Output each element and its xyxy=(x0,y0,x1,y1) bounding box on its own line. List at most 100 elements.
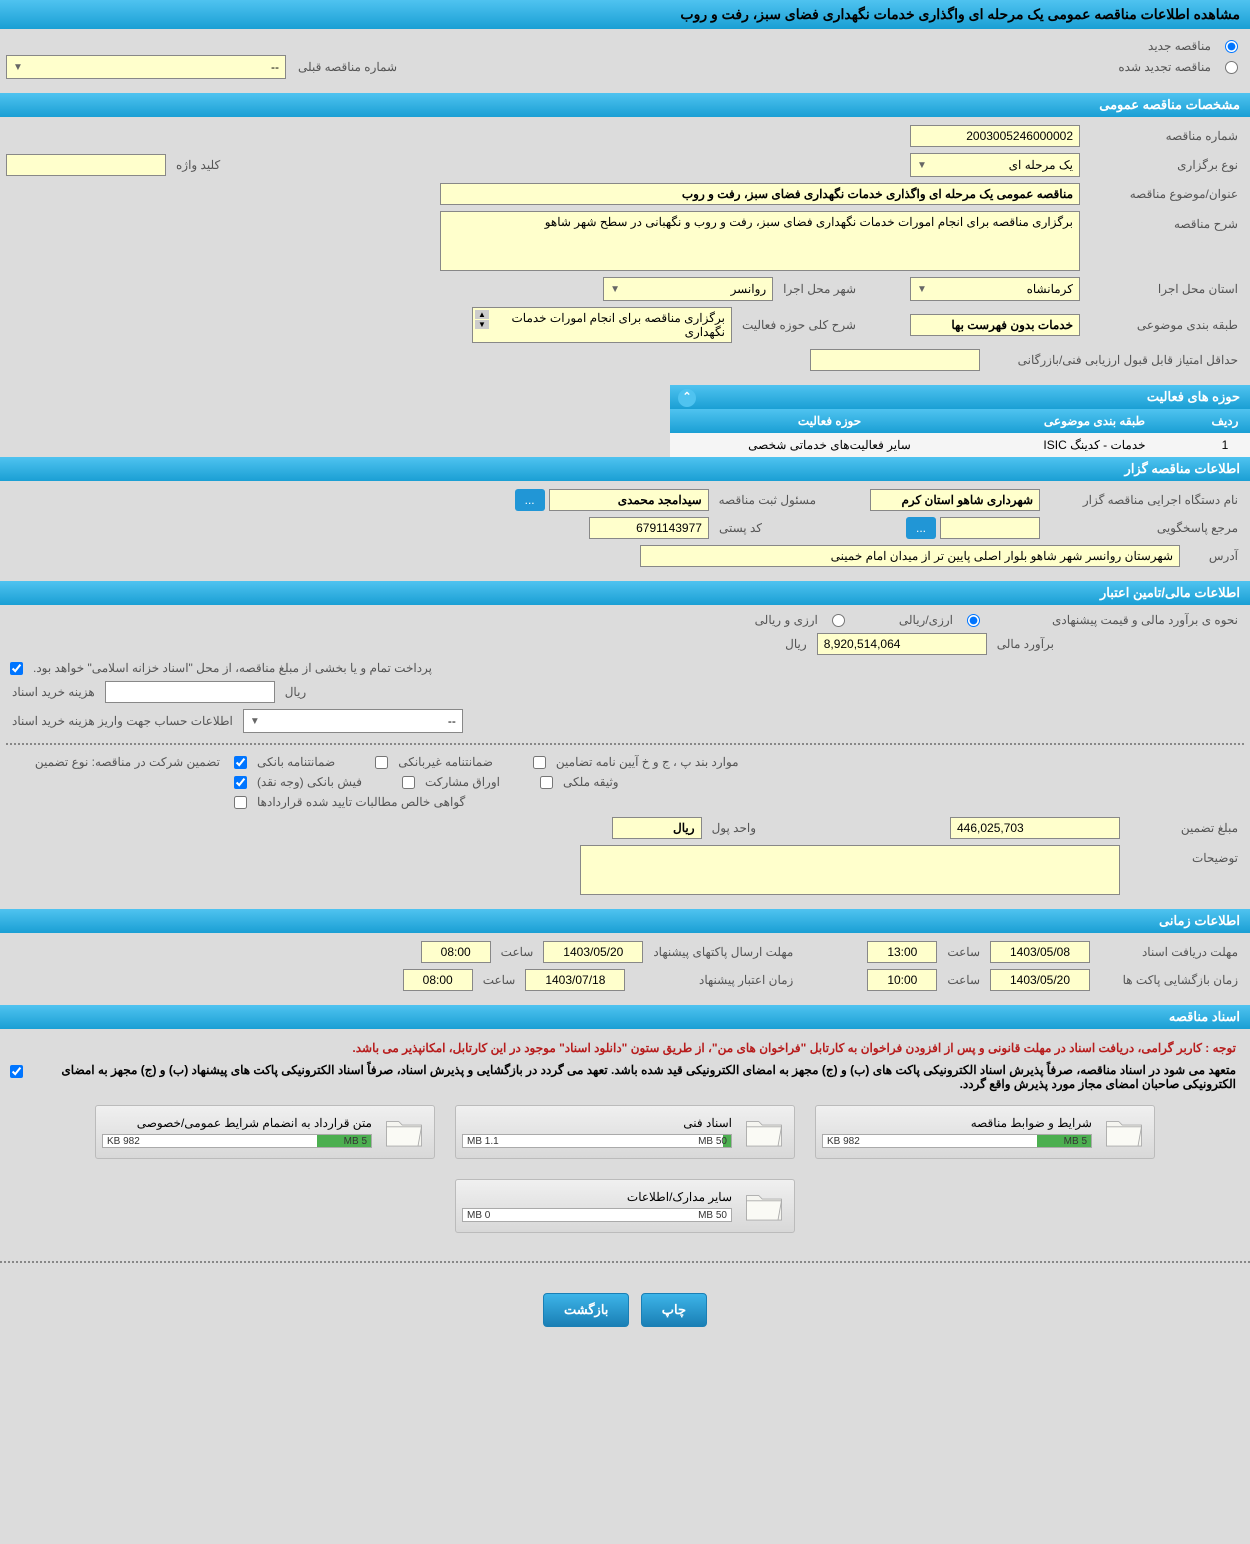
file-item[interactable]: شرایط و ضوابط مناقصه5 MB982 KB xyxy=(815,1105,1155,1159)
section-time-header: اطلاعات زمانی xyxy=(0,909,1250,933)
responder-field[interactable] xyxy=(940,517,1040,539)
keyword-field[interactable] xyxy=(6,154,166,176)
send-deadline-label: مهلت ارسال پاکتهای پیشنهاد xyxy=(647,945,799,959)
scroll-up-icon[interactable]: ▲ xyxy=(475,310,489,319)
section-docs-header: اسناد مناقصه xyxy=(0,1005,1250,1029)
section-docs-title: اسناد مناقصه xyxy=(1169,1009,1240,1024)
file-progress: 50 MB 0 MB xyxy=(462,1208,732,1222)
account-info-dropdown[interactable]: -- ▼ xyxy=(243,709,463,733)
chevron-down-icon: ▼ xyxy=(610,284,620,295)
activity-desc-label: شرح کلی حوزه فعالیت xyxy=(736,318,862,332)
activity-desc-field[interactable]: برگزاری مناقصه برای انجام امورات خدمات ن… xyxy=(472,307,732,343)
section-organizer-header: اطلاعات مناقصه گزار xyxy=(0,457,1250,481)
guarantee-notes-label: توضیحات xyxy=(1124,845,1244,865)
file-item[interactable]: اسناد فنی50 MB1.1 MB xyxy=(455,1105,795,1159)
file-item[interactable]: متن قرارداد به انضمام شرایط عمومی/خصوصی 5… xyxy=(95,1105,435,1159)
radio-rial[interactable] xyxy=(967,614,980,627)
activity-desc-value: برگزاری مناقصه برای انجام امورات خدمات ن… xyxy=(511,311,724,339)
chk-receivables[interactable] xyxy=(234,796,247,809)
est-unit-label: ریال xyxy=(779,637,813,651)
city-dropdown[interactable]: روانسر ▼ xyxy=(603,277,773,301)
chk-bylaw-label: موارد بند پ ، ج و خ آیین نامه تضامین xyxy=(550,755,745,769)
keyword-label: کلید واژه xyxy=(170,158,226,172)
chk-bonds[interactable] xyxy=(402,776,415,789)
min-score-field[interactable] xyxy=(810,349,980,371)
radio-new-tender[interactable] xyxy=(1225,40,1238,53)
chk-bylaw[interactable] xyxy=(533,756,546,769)
section-general-title: مشخصات مناقصه عمومی xyxy=(1099,97,1240,112)
responder-label: مرجع پاسخگویی xyxy=(1044,521,1244,535)
page-title: مشاهده اطلاعات مناقصه عمومی یک مرحله ای … xyxy=(0,0,1250,29)
back-button[interactable]: بازگشت xyxy=(543,1293,629,1327)
radio-renewed-label: مناقصه تجدید شده xyxy=(1112,60,1217,74)
validity-time: 08:00 xyxy=(403,969,473,991)
radio-both-label: ارزی و ریالی xyxy=(749,613,824,627)
receive-deadline-time: 13:00 xyxy=(867,941,937,963)
folder-icon xyxy=(740,1186,788,1226)
cell-category: خدمات - کدینگ ISIC xyxy=(989,433,1200,457)
radio-new-label: مناقصه جدید xyxy=(1142,39,1217,53)
file-used: 1.1 MB xyxy=(467,1136,499,1147)
doc-fee-field[interactable] xyxy=(105,681,275,703)
col-index: ردیف xyxy=(1200,409,1250,433)
chk-nonbank[interactable] xyxy=(375,756,388,769)
chk-bank-guarantee[interactable] xyxy=(234,756,247,769)
org-name-label: نام دستگاه اجرایی مناقصه گزار xyxy=(1044,493,1244,507)
postal-field: 6791143977 xyxy=(589,517,709,539)
est-amount-label: برآورد مالی xyxy=(991,637,1060,651)
guarantee-unit-label: واحد پول xyxy=(706,821,762,835)
chk-receipt-label: فیش بانکی (وجه نقد) xyxy=(251,775,368,789)
radio-both[interactable] xyxy=(832,614,845,627)
chk-property[interactable] xyxy=(540,776,553,789)
cell-index: 1 xyxy=(1200,433,1250,457)
radio-renewed-tender[interactable] xyxy=(1225,61,1238,74)
file-used: 982 KB xyxy=(107,1136,140,1147)
print-button[interactable]: چاپ xyxy=(641,1293,707,1327)
prev-number-label: شماره مناقصه قبلی xyxy=(292,60,403,74)
payment-note-checkbox[interactable] xyxy=(10,662,23,675)
section-financial-title: اطلاعات مالی/تامین اعتبار xyxy=(1100,585,1240,600)
docs-commitment-checkbox[interactable] xyxy=(10,1065,23,1078)
title-label: عنوان/موضوع مناقصه xyxy=(1084,187,1244,201)
city-label: شهر محل اجرا xyxy=(777,282,862,296)
time-label-4: ساعت xyxy=(477,973,522,987)
collapse-icon[interactable]: ⌃ xyxy=(678,389,696,407)
guarantee-amount-field: 446,025,703 xyxy=(950,817,1120,839)
tender-no-label: شماره مناقصه xyxy=(1084,129,1244,143)
open-time-label: زمان بازگشایی پاکت ها xyxy=(1094,973,1244,987)
more-button[interactable]: ... xyxy=(515,489,545,511)
province-value: کرمانشاه xyxy=(1027,282,1073,296)
open-date: 1403/05/20 xyxy=(990,969,1090,991)
folder-icon xyxy=(380,1112,428,1152)
province-dropdown[interactable]: کرمانشاه ▼ xyxy=(910,277,1080,301)
section-organizer-title: اطلاعات مناقصه گزار xyxy=(1125,461,1240,476)
file-total: 50 MB xyxy=(698,1210,727,1221)
send-deadline-date: 1403/05/20 xyxy=(543,941,643,963)
registrar-label: مسئول ثبت مناقصه xyxy=(713,493,822,507)
chevron-down-icon: ▼ xyxy=(13,62,23,73)
activities-title: حوزه های فعالیت xyxy=(1147,389,1240,405)
prev-number-dropdown[interactable]: -- ▼ xyxy=(6,55,286,79)
responder-more-button[interactable]: ... xyxy=(906,517,936,539)
hold-type-label: نوع برگزاری xyxy=(1084,158,1244,172)
account-info-value: -- xyxy=(448,714,456,728)
guarantee-type-label: تضمین شرکت در مناقصه: نوع تضمین xyxy=(6,755,226,769)
file-item[interactable]: سایر مدارک/اطلاعات50 MB0 MB xyxy=(455,1179,795,1233)
scroll-down-icon[interactable]: ▼ xyxy=(475,320,489,329)
chk-bank-receipt[interactable] xyxy=(234,776,247,789)
chk-bonds-label: اوراق مشارکت xyxy=(419,775,506,789)
receive-deadline-date: 1403/05/08 xyxy=(990,941,1090,963)
file-progress: 5 MB982 KB xyxy=(102,1134,372,1148)
chk-bank-label: ضمانتنامه بانکی xyxy=(251,755,341,769)
file-name: متن قرارداد به انضمام شرایط عمومی/خصوصی xyxy=(102,1116,372,1130)
chevron-down-icon: ▼ xyxy=(917,160,927,171)
time-label-3: ساعت xyxy=(941,973,986,987)
validity-label: زمان اعتبار پیشنهاد xyxy=(629,973,799,987)
guarantee-notes-field[interactable] xyxy=(580,845,1120,895)
hold-type-dropdown[interactable]: یک مرحله ای ▼ xyxy=(910,153,1080,177)
file-used: 0 MB xyxy=(467,1210,490,1221)
title-field: مناقصه عمومی یک مرحله ای واگذاری خدمات ن… xyxy=(440,183,1080,205)
file-used: 982 KB xyxy=(827,1136,860,1147)
docs-note-black: متعهد می شود در اسناد مناقصه، صرفاً پذیر… xyxy=(27,1059,1244,1095)
col-activity: حوزه فعالیت xyxy=(670,409,989,433)
